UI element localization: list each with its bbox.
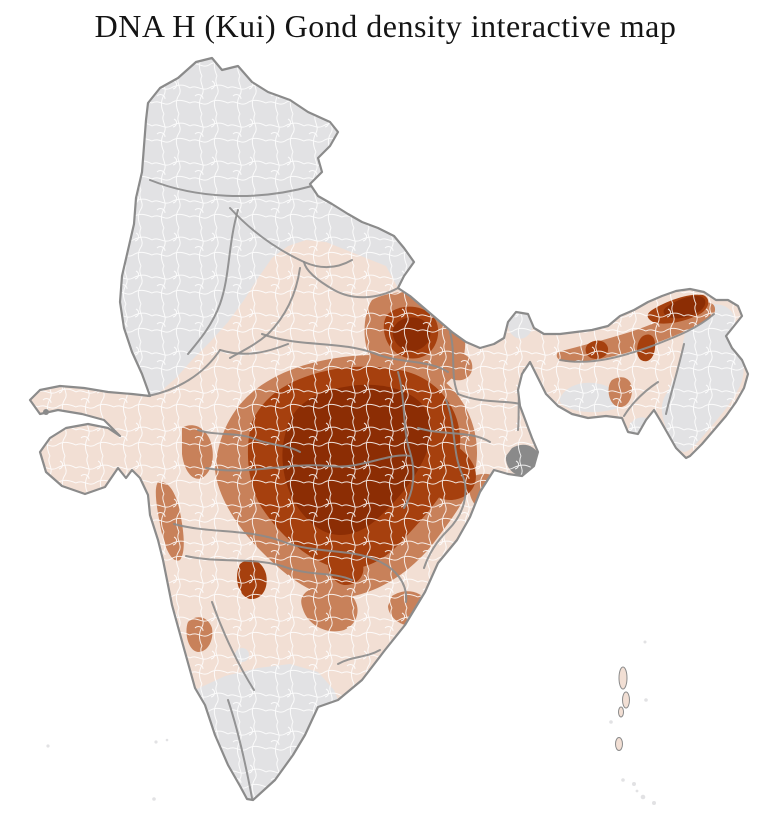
region-lakshadweep-islands[interactable] xyxy=(46,738,169,801)
page-title: DNA H (Kui) Gond density interactive map xyxy=(94,8,677,44)
national-border-outline xyxy=(28,56,750,802)
region-andaman-islands[interactable] xyxy=(615,666,630,751)
region-nicobar-islands[interactable] xyxy=(609,640,656,806)
region-kutch-islet[interactable] xyxy=(43,409,49,415)
